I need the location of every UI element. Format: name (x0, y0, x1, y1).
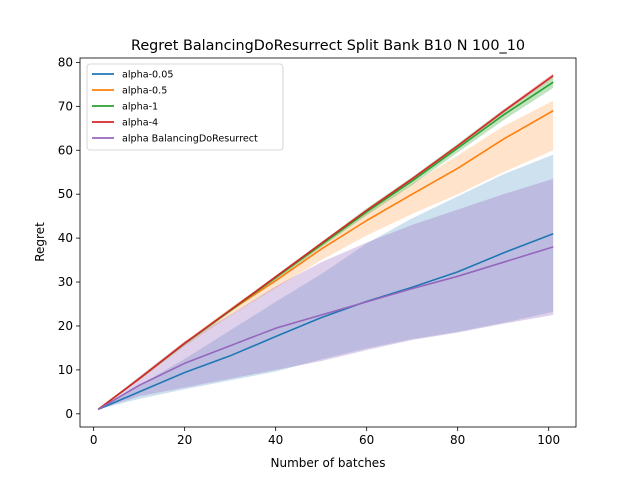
x-axis-ticks: 0 20 40 60 80 100 (90, 427, 560, 447)
y-tick-label: 40 (58, 231, 73, 245)
x-tick-label: 0 (90, 433, 98, 447)
legend: alpha-0.05 alpha-0.5 alpha-1 alpha-4 alpha B… (86, 63, 284, 151)
series-lines (97, 74, 554, 411)
legend-label: alpha-4 (122, 118, 158, 129)
y-axis-ticks: 0 10 20 30 40 50 60 70 80 (58, 55, 80, 421)
x-tick-label: 60 (359, 433, 374, 447)
x-axis-label: Number of batches (271, 456, 386, 470)
band-alpha-balancingdoresurrect (98, 178, 554, 410)
y-tick-label: 80 (58, 55, 73, 69)
legend-label: alpha-0.05 (122, 70, 173, 81)
y-tick-label: 0 (65, 407, 73, 421)
y-tick-label: 60 (58, 143, 73, 157)
x-tick-label: 100 (537, 433, 560, 447)
band-alpha-0-05 (98, 154, 554, 410)
legend-label: alpha-1 (122, 102, 158, 113)
x-tick-label: 40 (268, 433, 283, 447)
line-alpha-4 (97, 74, 554, 411)
y-tick-label: 50 (58, 187, 73, 201)
legend-label: alpha BalancingDoResurrect (122, 134, 258, 145)
plot-frame (79, 57, 577, 428)
x-tick-label: 80 (450, 433, 465, 447)
y-tick-label: 30 (58, 275, 73, 289)
y-axis-label: Regret (33, 222, 47, 262)
legend-box (86, 63, 284, 151)
line-alpha-0-05 (97, 232, 554, 411)
y-tick-label: 10 (58, 363, 73, 377)
y-tick-label: 70 (58, 99, 73, 113)
chart-title: Regret BalancingDoResurrect Split Bank B… (131, 38, 525, 54)
band-alpha-4 (98, 73, 554, 410)
x-tick-label: 20 (177, 433, 192, 447)
line-alpha-balancingdoresurrect (97, 246, 554, 411)
legend-label: alpha-0.5 (122, 86, 167, 97)
y-tick-label: 20 (58, 319, 73, 333)
